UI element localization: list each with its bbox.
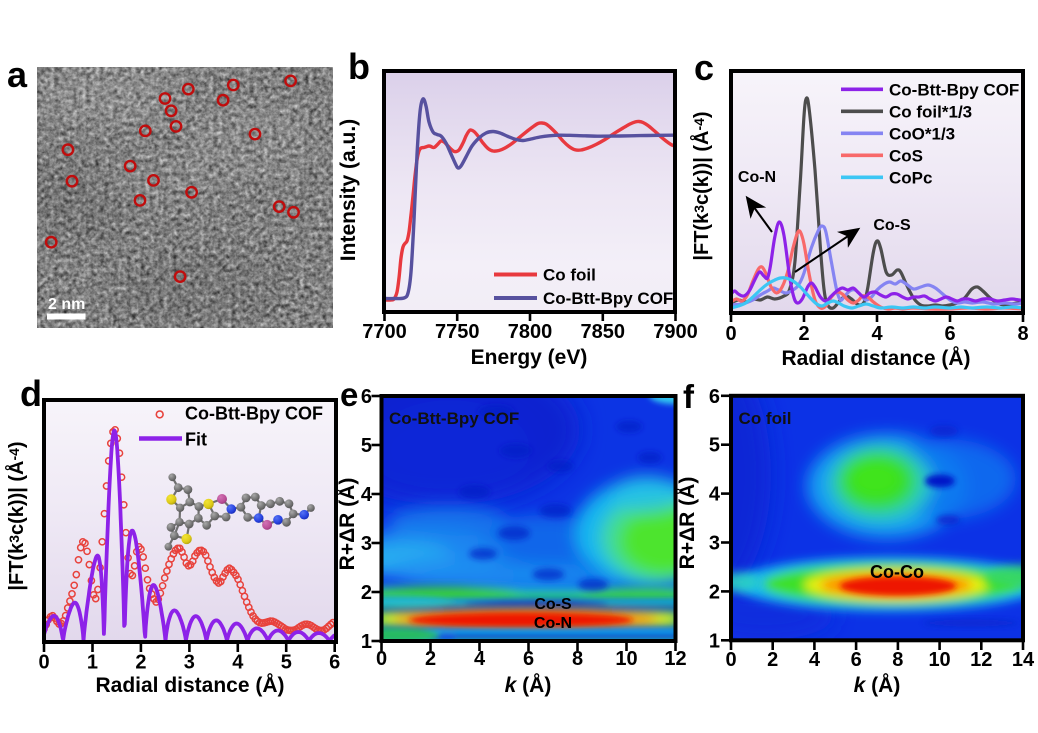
svg-text:2: 2 <box>135 652 146 674</box>
svg-text:CoO*1/3: CoO*1/3 <box>889 124 955 143</box>
svg-text:3: 3 <box>709 533 720 555</box>
svg-text:6: 6 <box>944 323 955 345</box>
svg-text:2: 2 <box>361 582 372 604</box>
svg-text:Radial distance (Å): Radial distance (Å) <box>95 673 284 697</box>
svg-text:d: d <box>20 373 42 414</box>
svg-text:0: 0 <box>38 652 49 674</box>
svg-text:Co foil: Co foil <box>543 266 596 285</box>
svg-text:1: 1 <box>361 631 372 653</box>
svg-text:b: b <box>348 46 370 87</box>
svg-text:2: 2 <box>709 581 720 603</box>
svg-text:R+ΔR (Å): R+ΔR (Å) <box>335 478 359 571</box>
svg-text:Co-Btt-Bpy COF: Co-Btt-Bpy COF <box>889 80 1019 99</box>
svg-text:7800: 7800 <box>508 321 553 343</box>
svg-text:Co-Btt-Bpy COF: Co-Btt-Bpy COF <box>543 289 673 308</box>
svg-text:0: 0 <box>725 649 736 671</box>
svg-text:6: 6 <box>361 386 372 408</box>
svg-text:4: 4 <box>232 652 244 674</box>
svg-text:6: 6 <box>523 648 534 670</box>
svg-text:Energy (eV): Energy (eV) <box>471 346 588 369</box>
svg-text:e: e <box>340 376 358 413</box>
svg-text:7900: 7900 <box>653 321 698 343</box>
svg-text:7750: 7750 <box>435 321 480 343</box>
svg-text:Fit: Fit <box>185 430 207 450</box>
svg-text:CoS: CoS <box>889 146 923 165</box>
svg-text:2: 2 <box>798 323 809 345</box>
svg-text:Co-S: Co-S <box>873 217 911 234</box>
svg-text:0: 0 <box>376 648 387 670</box>
svg-text:Co-Btt-Bpy COF: Co-Btt-Bpy COF <box>185 404 323 424</box>
svg-text:Co-N: Co-N <box>534 615 572 632</box>
svg-text:k (Å): k (Å) <box>505 673 552 697</box>
svg-text:12: 12 <box>664 648 686 670</box>
svg-text:7700: 7700 <box>362 321 407 343</box>
svg-text:5: 5 <box>281 652 292 674</box>
svg-text:3: 3 <box>361 533 372 555</box>
svg-text:4: 4 <box>871 323 883 345</box>
svg-text:Co-S: Co-S <box>534 596 572 613</box>
svg-text:6: 6 <box>851 649 862 671</box>
svg-text:10: 10 <box>615 648 637 670</box>
svg-text:|FT(k3c(k))| (Å-4): |FT(k3c(k))| (Å-4) <box>689 111 713 260</box>
svg-text:R+ΔR (Å): R+ΔR (Å) <box>675 477 699 570</box>
svg-text:Co foil*1/3: Co foil*1/3 <box>889 102 972 121</box>
svg-text:3: 3 <box>184 652 195 674</box>
svg-text:c: c <box>694 47 714 88</box>
svg-text:a: a <box>7 54 28 95</box>
svg-text:Co-Co: Co-Co <box>870 562 924 582</box>
svg-text:5: 5 <box>361 435 372 457</box>
svg-text:1: 1 <box>709 630 720 652</box>
svg-text:k (Å): k (Å) <box>854 673 901 697</box>
svg-text:8: 8 <box>1017 323 1028 345</box>
svg-text:4: 4 <box>474 648 486 670</box>
svg-text:6: 6 <box>329 652 340 674</box>
svg-text:8: 8 <box>572 648 583 670</box>
svg-text:2: 2 <box>425 648 436 670</box>
svg-text:4: 4 <box>361 484 373 506</box>
svg-text:5: 5 <box>709 435 720 457</box>
svg-text:Co-N: Co-N <box>738 169 776 186</box>
svg-text:1: 1 <box>87 652 98 674</box>
svg-text:8: 8 <box>892 649 903 671</box>
svg-text:7850: 7850 <box>581 321 626 343</box>
svg-text:2 nm: 2 nm <box>48 296 85 313</box>
svg-text:f: f <box>683 378 695 415</box>
svg-text:14: 14 <box>1012 649 1035 671</box>
svg-text:4: 4 <box>709 484 721 506</box>
svg-text:Radial distance (Å): Radial distance (Å) <box>781 346 970 370</box>
svg-text:2: 2 <box>767 649 778 671</box>
svg-text:4: 4 <box>809 649 821 671</box>
svg-text:CoPc: CoPc <box>889 168 932 187</box>
svg-text:Intensity (a.u.): Intensity (a.u.) <box>337 119 360 261</box>
svg-text:|FT(k3c(k))| (Å-4): |FT(k3c(k))| (Å-4) <box>4 441 28 590</box>
svg-text:12: 12 <box>970 649 992 671</box>
svg-text:Co-Btt-Bpy COF: Co-Btt-Bpy COF <box>389 409 519 428</box>
svg-text:10: 10 <box>928 649 950 671</box>
svg-text:6: 6 <box>709 386 720 408</box>
svg-text:0: 0 <box>725 323 736 345</box>
svg-text:Co foil: Co foil <box>739 409 792 428</box>
